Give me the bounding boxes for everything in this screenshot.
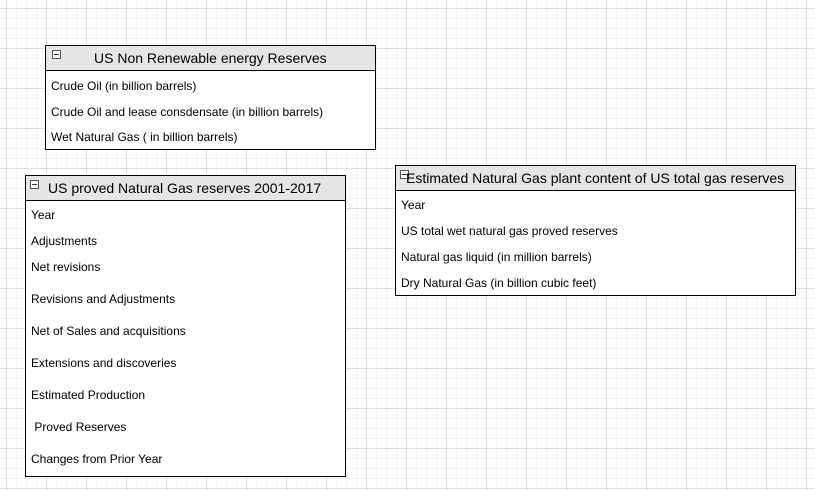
field-row[interactable]: Extensions and discoveries xyxy=(31,356,177,370)
table-header[interactable]: US proved Natural Gas reserves 2001-2017 xyxy=(26,176,345,201)
field-row[interactable]: Crude Oil (in billion barrels) xyxy=(51,79,197,93)
table-header[interactable]: Estimated Natural Gas plant content of U… xyxy=(396,166,795,191)
table-title: US Non Renewable energy Reserves xyxy=(94,50,327,66)
field-row[interactable]: Adjustments xyxy=(31,234,98,248)
field-row[interactable]: Changes from Prior Year xyxy=(31,452,163,466)
table-us-proved-natural-gas-reserves[interactable]: US proved Natural Gas reserves 2001-2017… xyxy=(25,175,346,477)
field-row[interactable]: Revisions and Adjustments xyxy=(31,292,176,306)
collapse-icon[interactable] xyxy=(52,50,61,59)
field-row[interactable]: Wet Natural Gas ( in billion barrels) xyxy=(51,130,238,144)
field-row[interactable]: Estimated Production xyxy=(31,388,146,402)
table-estimated-natural-gas-plant-content[interactable]: Estimated Natural Gas plant content of U… xyxy=(395,165,796,296)
collapse-icon[interactable] xyxy=(30,180,39,189)
field-row[interactable]: US total wet natural gas proved reserves xyxy=(401,224,618,238)
table-title: Estimated Natural Gas plant content of U… xyxy=(406,170,785,186)
field-row[interactable]: Dry Natural Gas (in billion cubic feet) xyxy=(401,276,597,290)
table-us-non-renewable-energy-reserves[interactable]: US Non Renewable energy Reserves Crude O… xyxy=(45,45,376,150)
field-row[interactable]: Year xyxy=(401,198,426,212)
field-row[interactable]: Crude Oil and lease consdensate (in bill… xyxy=(51,105,324,119)
table-title: US proved Natural Gas reserves 2001-2017 xyxy=(48,180,322,196)
table-header[interactable]: US Non Renewable energy Reserves xyxy=(46,46,375,71)
field-row[interactable]: Net revisions xyxy=(31,260,101,274)
field-row[interactable]: Year xyxy=(31,208,56,222)
field-row[interactable]: Net of Sales and acquisitions xyxy=(31,324,186,338)
field-row[interactable]: Proved Reserves xyxy=(31,420,127,434)
collapse-icon[interactable] xyxy=(400,170,409,179)
field-row[interactable]: Natural gas liquid (in million barrels) xyxy=(401,250,592,264)
